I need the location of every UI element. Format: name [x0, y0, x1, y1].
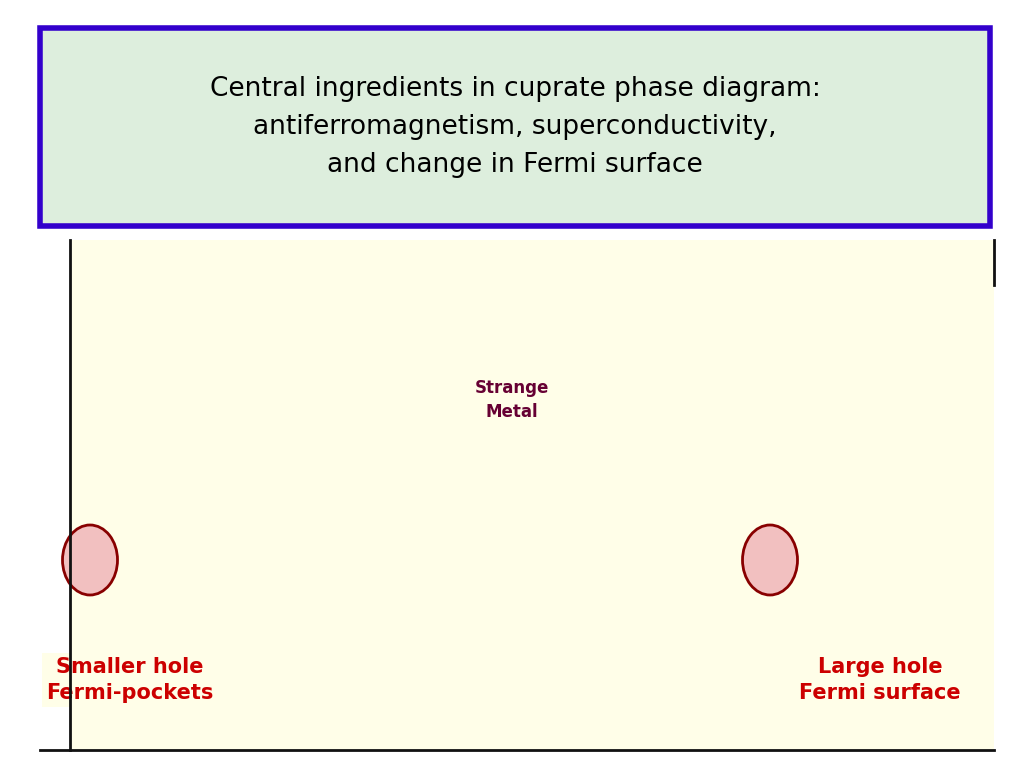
Text: Large hole
Fermi surface: Large hole Fermi surface	[799, 657, 961, 703]
Text: Central ingredients in cuprate phase diagram:
antiferromagnetism, superconductiv: Central ingredients in cuprate phase dia…	[210, 76, 820, 178]
FancyBboxPatch shape	[40, 28, 990, 226]
Ellipse shape	[742, 525, 798, 595]
Text: Strange
Metal: Strange Metal	[475, 379, 549, 421]
Ellipse shape	[62, 525, 118, 595]
FancyBboxPatch shape	[70, 240, 994, 750]
Text: Smaller hole
Fermi-pockets: Smaller hole Fermi-pockets	[46, 657, 214, 703]
